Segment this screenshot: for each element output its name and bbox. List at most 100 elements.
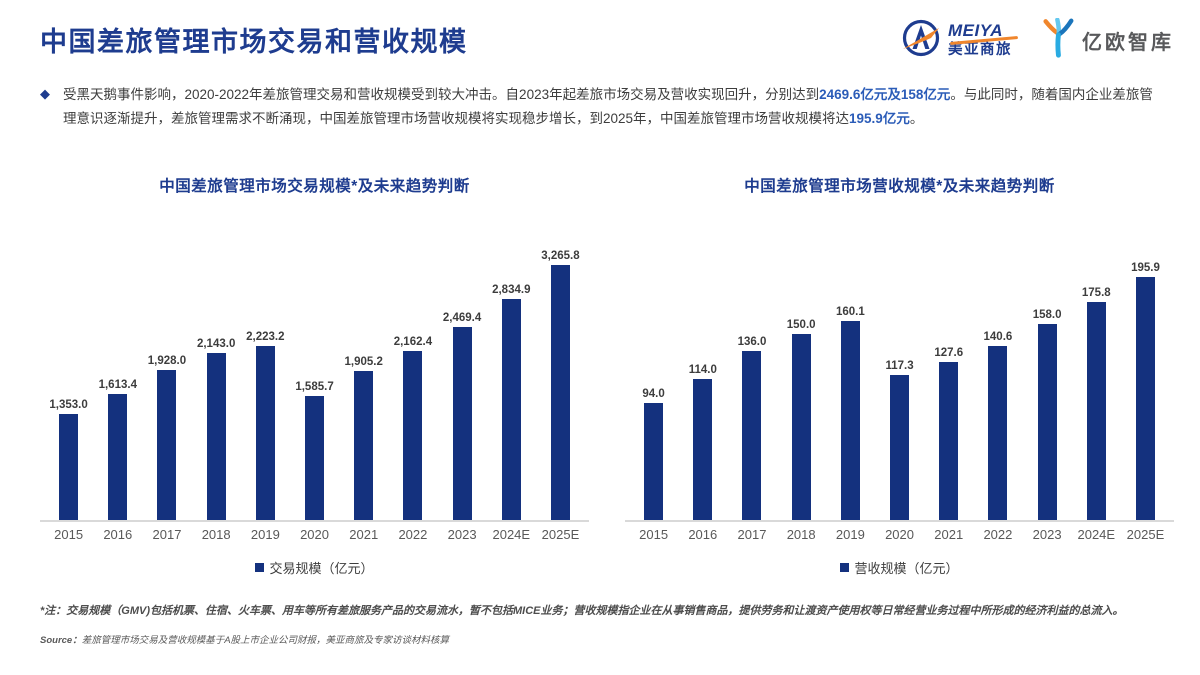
bar [354, 371, 374, 521]
bar-value-label: 1,928.0 [147, 355, 187, 368]
bar-value-label: 117.3 [885, 360, 914, 373]
bar-value-label: 2,143.0 [196, 338, 236, 351]
chart-legend: 交易规模（亿元） [40, 558, 589, 577]
chart-revenue-scale: 中国差旅管理市场营收规模*及未来趋势判断 94.0 114.0 136.0 150.0… [625, 174, 1174, 577]
meiya-logo-cn: 美亚商旅 [948, 42, 1012, 59]
x-axis-label: 2016 [103, 527, 133, 543]
bar-column: 140.6 [973, 331, 1022, 521]
source-text: 差旅管理市场交易及营收规模基于A股上市企业公司财报，美亚商旅及专家访谈材料核算 [81, 635, 450, 647]
bar-column: 195.9 [1121, 262, 1170, 521]
bar [108, 394, 128, 521]
bar [988, 346, 1008, 521]
chart-title: 中国差旅管理市场交易规模*及未来趋势判断 [159, 178, 470, 196]
bar [255, 346, 275, 521]
bar-value-label: 175.8 [1081, 287, 1111, 300]
x-axis-label: 2025E [1126, 527, 1165, 543]
bar-column: 114.0 [678, 364, 727, 521]
bar [157, 370, 177, 521]
bar [59, 414, 79, 521]
bar [403, 351, 423, 521]
bar [550, 265, 570, 521]
bar-column: 160.1 [826, 306, 875, 521]
bar [890, 375, 910, 521]
bar-value-label: 1,353.0 [49, 399, 88, 412]
bar [1086, 302, 1106, 521]
bar-column: 1,905.2 [339, 356, 388, 521]
bar-value-label: 2,223.2 [246, 331, 285, 344]
bar-column: 117.3 [875, 360, 924, 521]
bar [1037, 324, 1057, 521]
legend-label: 交易规模（亿元） [269, 561, 374, 577]
charts-row: 中国差旅管理市场交易规模*及未来趋势判断 1,353.0 1,613.4 1,928… [40, 174, 1174, 577]
bar-value-label: 2,469.4 [442, 312, 482, 325]
bar [501, 299, 521, 521]
chart-title: 中国差旅管理市场营收规模*及未来趋势判断 [744, 178, 1055, 196]
bar-column: 1,585.7 [290, 381, 339, 521]
x-axis-label: 2022 [983, 527, 1013, 543]
bar-column: 1,353.0 [44, 399, 93, 521]
bar [840, 321, 860, 521]
iyiou-y-icon [1042, 17, 1076, 63]
bar-column: 2,143.0 [192, 338, 241, 521]
bar [791, 334, 811, 521]
bar-plot: 94.0 114.0 136.0 150.0 160.1 117.3 127.6 140.6 1… [625, 202, 1174, 523]
x-axis-label: 2018 [201, 527, 231, 543]
bar-column: 1,928.0 [142, 355, 191, 521]
bar-column: 136.0 [727, 336, 776, 521]
x-axis-label: 2017 [737, 527, 767, 543]
x-axis-label: 2016 [688, 527, 718, 543]
x-axis-label: 2015 [639, 527, 669, 543]
bar-column: 2,469.4 [438, 312, 487, 521]
bar-column: 2,223.2 [241, 331, 290, 521]
x-axis-label: 2019 [250, 527, 280, 543]
meiya-emblem-icon [901, 18, 941, 63]
summary-text: 受黑天鹅事件影响，2020-2022年差旅管理交易和营收规模受到较大冲击。自20… [63, 87, 1153, 126]
x-axis-label: 2020 [885, 527, 914, 543]
bar-plot: 1,353.0 1,613.4 1,928.0 2,143.0 2,223.2 1,585… [40, 202, 589, 523]
summary-bullet: ◆ 受黑天鹅事件影响，2020-2022年差旅管理交易和营收规模受到较大冲击。自… [40, 83, 1174, 130]
legend-label: 营收规模（亿元） [854, 561, 959, 577]
chart-transaction-scale: 中国差旅管理市场交易规模*及未来趋势判断 1,353.0 1,613.4 1,928… [40, 174, 589, 577]
bar-column: 150.0 [777, 319, 826, 521]
diamond-bullet-icon: ◆ [40, 86, 50, 101]
x-axis-label: 2023 [447, 527, 477, 543]
bar-column: 175.8 [1072, 287, 1121, 521]
bar-value-label: 1,905.2 [344, 356, 383, 369]
bar [742, 351, 762, 521]
x-axis-label: 2017 [152, 527, 182, 543]
summary-highlight-1: 2469.6亿元及158亿元 [819, 87, 951, 102]
source-label: Source： [40, 635, 82, 647]
bar [939, 362, 959, 521]
page-title: 中国差旅管理市场交易和营收规模 [40, 27, 468, 57]
meiya-logo: MEIYA 美亚商旅 [901, 18, 1018, 63]
x-axis: 2015 2016 2017 2018 2019 2020 2021 2022 2023 2024… [625, 527, 1174, 542]
legend-swatch-icon [840, 563, 850, 573]
bar [452, 327, 472, 521]
bar-value-label: 150.0 [786, 319, 816, 332]
meiya-logo-text: MEIYA 美亚商旅 [948, 22, 1018, 59]
x-axis: 2015 2016 2017 2018 2019 2020 2021 2022 2023 2024… [40, 527, 589, 542]
bar-value-label: 3,265.8 [541, 250, 580, 263]
bar [305, 396, 325, 521]
x-axis-label: 2025E [541, 527, 580, 543]
footnote: *注：交易规模（GMV)包括机票、住宿、火车票、用车等所有差旅服务产品的交易流水… [40, 605, 1124, 618]
meiya-logo-en: MEIYA [948, 22, 1018, 45]
bar [644, 403, 664, 521]
bar-value-label: 2,834.9 [492, 284, 531, 297]
x-axis-label: 2024E [1077, 527, 1116, 543]
x-axis-label: 2020 [300, 527, 329, 543]
bar [206, 353, 226, 521]
bar-value-label: 1,613.4 [98, 379, 137, 392]
bar-column: 94.0 [629, 388, 678, 521]
bar-value-label: 114.0 [688, 364, 717, 377]
header: 中国差旅管理市场交易和营收规模 MEIYA 美亚商旅 [40, 14, 1174, 63]
x-axis-label: 2024E [492, 527, 531, 543]
bar-value-label: 2,162.4 [393, 336, 433, 349]
chart-legend: 营收规模（亿元） [625, 558, 1174, 577]
source-line: Source：差旅管理市场交易及营收规模基于A股上市企业公司财报，美亚商旅及专家… [40, 632, 1174, 646]
bar-value-label: 195.9 [1131, 262, 1160, 275]
summary-highlight-2: 195.9亿元 [849, 110, 910, 126]
bar-column: 3,265.8 [536, 250, 585, 521]
bar-value-label: 160.1 [835, 306, 865, 319]
logo-group: MEIYA 美亚商旅 亿欧智库 [901, 17, 1174, 63]
